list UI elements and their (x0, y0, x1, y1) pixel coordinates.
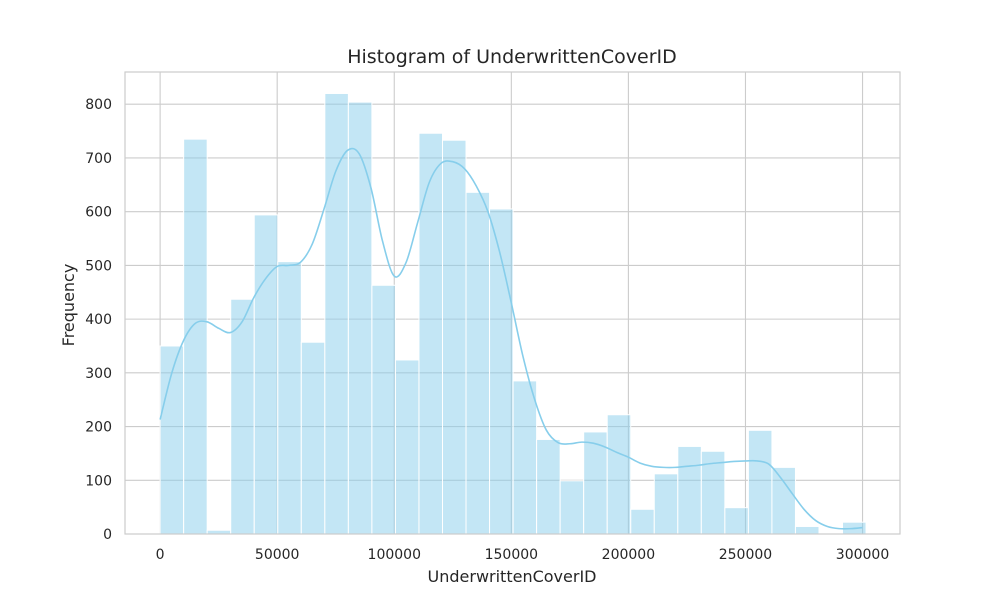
y-tick-label: 300 (85, 366, 112, 382)
histogram-bar (418, 132, 443, 535)
y-tick-labels: 0 100 200 300 400 500 600 700 800 (85, 97, 112, 543)
histogram-bar (183, 138, 208, 535)
x-tick-label: 300000 (836, 547, 889, 563)
histogram-bar (771, 466, 796, 535)
plot-frame (124, 71, 901, 535)
histogram-bar (724, 507, 749, 535)
x-tick-label: 200000 (602, 547, 655, 563)
y-axis-label: Frequency (59, 264, 78, 347)
x-tick-label: 150000 (485, 547, 538, 563)
histogram-bar (747, 429, 773, 535)
histogram-bar (794, 525, 820, 535)
y-tick-label: 700 (85, 151, 112, 167)
histogram-bar (536, 438, 561, 535)
y-tick-label: 800 (85, 97, 112, 113)
y-tick-label: 400 (85, 312, 112, 328)
histogram-bar (347, 101, 373, 535)
histogram-bars (159, 92, 867, 535)
y-tick-label: 600 (85, 205, 112, 221)
histogram-bar (677, 445, 702, 535)
histogram-bar (441, 139, 467, 535)
histogram-bar (559, 480, 585, 535)
histogram-bar (277, 261, 302, 535)
y-tick-label: 200 (85, 420, 112, 436)
histogram-bar (394, 359, 420, 535)
histogram-bar (253, 214, 279, 535)
y-tick-label: 0 (103, 527, 112, 543)
y-tick-label: 500 (85, 258, 112, 274)
x-tick-label: 50000 (255, 547, 300, 563)
histogram-bar (512, 380, 538, 535)
kde-curve (159, 147, 863, 530)
histogram-bar (465, 191, 491, 535)
histogram-bar (300, 341, 326, 535)
x-tick-labels: 0 50000 100000 150000 200000 250000 300000 (156, 547, 890, 563)
x-tick-label: 100000 (368, 547, 421, 563)
histogram-bar (606, 414, 632, 535)
x-axis-label: UnderwrittenCoverID (428, 567, 597, 586)
histogram-bar (230, 298, 255, 535)
histogram-bar (324, 92, 349, 535)
histogram-bar (371, 284, 396, 535)
y-tick-label: 100 (85, 473, 112, 489)
histogram-bar (653, 473, 679, 535)
chart-title: Histogram of UnderwrittenCoverID (347, 46, 677, 68)
x-tick-label: 0 (156, 547, 165, 563)
histogram-bar (630, 508, 655, 535)
x-tick-label: 250000 (719, 547, 772, 563)
